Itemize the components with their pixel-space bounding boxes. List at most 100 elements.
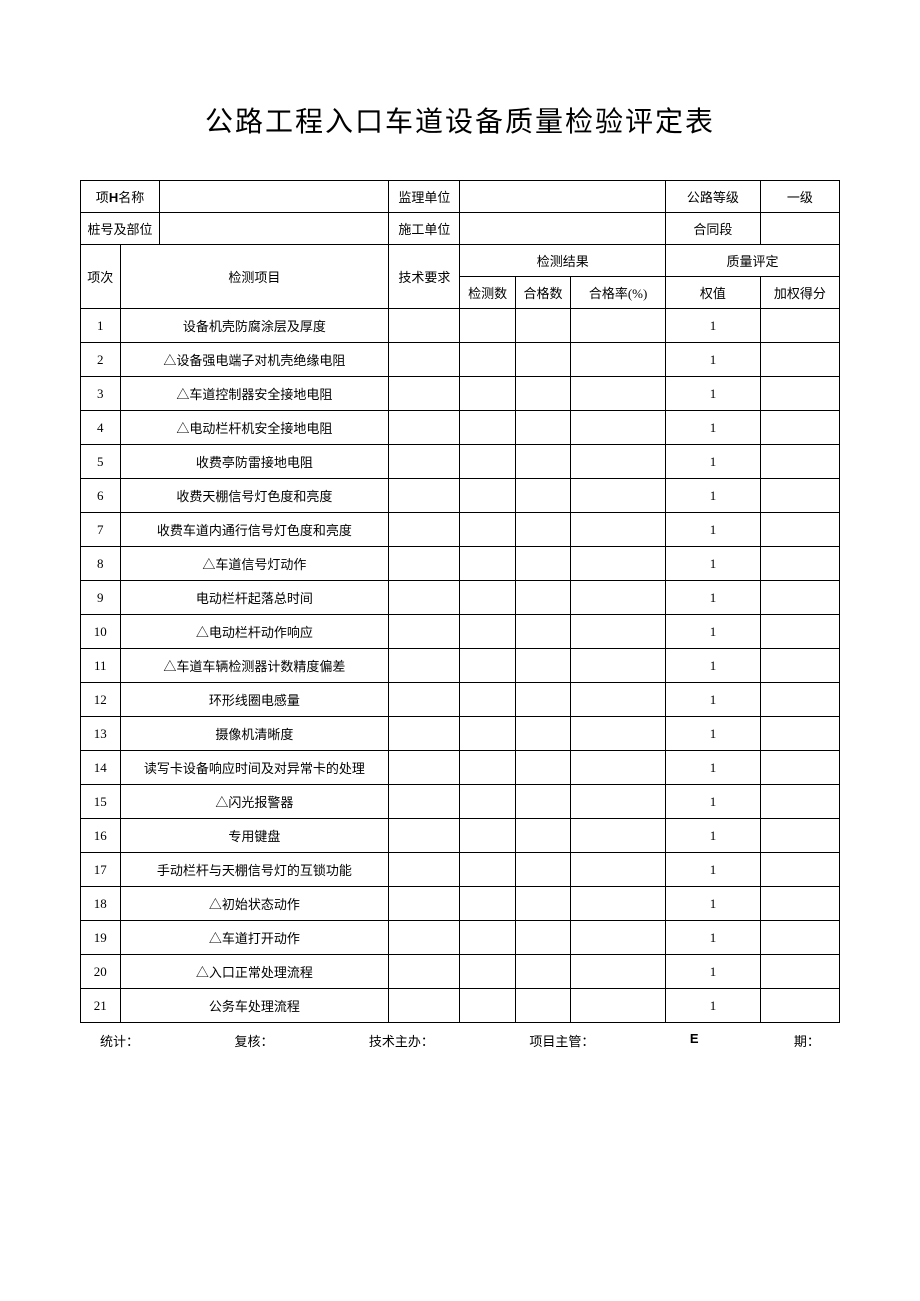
cell-weight: 1 — [666, 887, 761, 921]
cell-seq: 5 — [81, 445, 121, 479]
cell-weight: 1 — [666, 445, 761, 479]
cell-weight: 1 — [666, 343, 761, 377]
cell-empty — [460, 343, 515, 377]
cell-item: 收费亭防雷接地电阻 — [120, 445, 389, 479]
cell-empty — [571, 819, 666, 853]
cell-empty — [389, 445, 460, 479]
cell-empty — [571, 955, 666, 989]
cell-weight: 1 — [666, 309, 761, 343]
table-row: 16专用键盘1 — [81, 819, 840, 853]
cell-empty — [460, 513, 515, 547]
cell-empty — [571, 343, 666, 377]
cell-empty — [515, 377, 570, 411]
cell-empty — [389, 717, 460, 751]
cell-empty — [389, 547, 460, 581]
cell-item: 收费天棚信号灯色度和亮度 — [120, 479, 389, 513]
cell-empty — [571, 479, 666, 513]
cell-seq: 3 — [81, 377, 121, 411]
supervision-unit-label: 监理单位 — [389, 181, 460, 213]
cell-empty — [571, 785, 666, 819]
project-name-value — [160, 181, 389, 213]
footer-project-lead: 项目主管： — [529, 1031, 594, 1050]
cell-item: △车道控制器安全接地电阻 — [120, 377, 389, 411]
cell-item: 读写卡设备响应时间及对异常卡的处理 — [120, 751, 389, 785]
col-tech-req: 技术要求 — [389, 245, 460, 309]
cell-seq: 10 — [81, 615, 121, 649]
cell-empty — [460, 649, 515, 683]
cell-score — [760, 717, 839, 751]
cell-empty — [460, 717, 515, 751]
cell-empty — [389, 615, 460, 649]
cell-seq: 12 — [81, 683, 121, 717]
table-row: 12环形线圈电感量1 — [81, 683, 840, 717]
cell-empty — [515, 853, 570, 887]
cell-item: △初始状态动作 — [120, 887, 389, 921]
col-detection-item: 检测项目 — [120, 245, 389, 309]
table-row: 项H名称 监理单位 公路等级 一级 — [81, 181, 840, 213]
cell-score — [760, 819, 839, 853]
cell-weight: 1 — [666, 649, 761, 683]
cell-score — [760, 921, 839, 955]
table-row: 项次 检测项目 技术要求 检测结果 质量评定 — [81, 245, 840, 277]
col-pass-rate: 合格率(%) — [571, 277, 666, 309]
cell-empty — [515, 785, 570, 819]
cell-weight: 1 — [666, 921, 761, 955]
cell-empty — [571, 615, 666, 649]
cell-empty — [515, 819, 570, 853]
cell-empty — [389, 683, 460, 717]
evaluation-table: 项H名称 监理单位 公路等级 一级 桩号及部位 施工单位 合同段 项次 检测项目… — [80, 180, 840, 1023]
cell-score — [760, 887, 839, 921]
cell-item: 摄像机清晰度 — [120, 717, 389, 751]
cell-score — [760, 377, 839, 411]
cell-weight: 1 — [666, 989, 761, 1023]
cell-empty — [571, 649, 666, 683]
col-weighted-score: 加权得分 — [760, 277, 839, 309]
cell-empty — [571, 853, 666, 887]
cell-empty — [571, 513, 666, 547]
cell-empty — [515, 581, 570, 615]
cell-empty — [389, 785, 460, 819]
cell-empty — [515, 921, 570, 955]
cell-empty — [460, 309, 515, 343]
station-label: 桩号及部位 — [81, 213, 160, 245]
cell-score — [760, 445, 839, 479]
cell-seq: 21 — [81, 989, 121, 1023]
cell-score — [760, 547, 839, 581]
footer-line: 统计： 复核： 技术主办： 项目主管： E 期： — [80, 1023, 840, 1050]
cell-seq: 20 — [81, 955, 121, 989]
supervision-unit-value — [460, 181, 666, 213]
cell-empty — [389, 751, 460, 785]
cell-weight: 1 — [666, 955, 761, 989]
cell-empty — [571, 445, 666, 479]
cell-seq: 16 — [81, 819, 121, 853]
cell-seq: 15 — [81, 785, 121, 819]
cell-empty — [460, 785, 515, 819]
cell-empty — [460, 547, 515, 581]
table-row: 10△电动栏杆动作响应1 — [81, 615, 840, 649]
cell-item: △车道车辆检测器计数精度偏差 — [120, 649, 389, 683]
cell-empty — [571, 581, 666, 615]
footer-date: 期： — [794, 1031, 820, 1050]
table-row: 11△车道车辆检测器计数精度偏差1 — [81, 649, 840, 683]
cell-empty — [571, 547, 666, 581]
cell-score — [760, 309, 839, 343]
cell-empty — [460, 377, 515, 411]
cell-score — [760, 751, 839, 785]
cell-seq: 1 — [81, 309, 121, 343]
cell-weight: 1 — [666, 853, 761, 887]
col-test-count: 检测数 — [460, 277, 515, 309]
project-name-label: 项H名称 — [81, 181, 160, 213]
table-row: 7收费车道内通行信号灯色度和亮度1 — [81, 513, 840, 547]
cell-empty — [389, 309, 460, 343]
cell-score — [760, 479, 839, 513]
cell-score — [760, 649, 839, 683]
table-row: 13摄像机清晰度1 — [81, 717, 840, 751]
table-row: 5收费亭防雷接地电阻 1 — [81, 445, 840, 479]
cell-empty — [515, 343, 570, 377]
cell-item: △电动栏杆机安全接地电阻 — [120, 411, 389, 445]
cell-empty — [460, 989, 515, 1023]
cell-empty — [389, 887, 460, 921]
cell-empty — [515, 615, 570, 649]
table-row: 6收费天棚信号灯色度和亮度1 — [81, 479, 840, 513]
table-row: 17手动栏杆与天棚信号灯的互锁功能1 — [81, 853, 840, 887]
